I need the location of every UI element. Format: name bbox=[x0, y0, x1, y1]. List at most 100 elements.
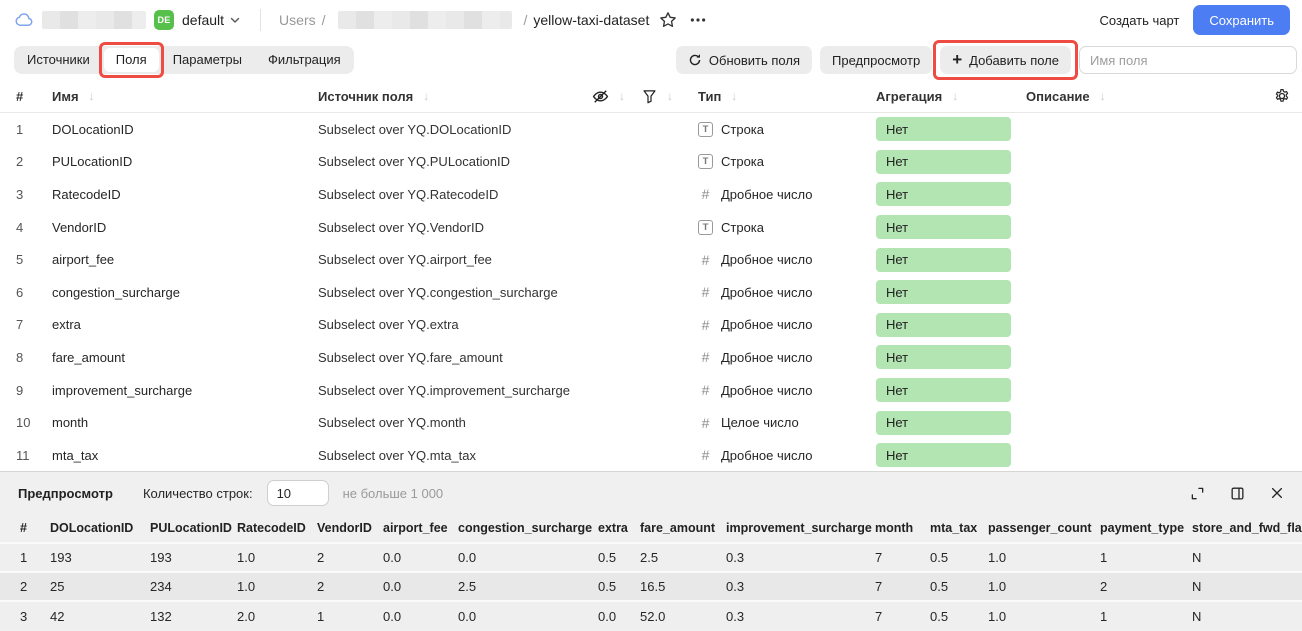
preview-cell: 1.0 bbox=[237, 579, 256, 594]
preview-toggle-button[interactable]: Предпросмотр bbox=[820, 46, 933, 74]
column-header-type[interactable]: Тип ↓ bbox=[698, 88, 738, 104]
field-row[interactable]: 2 PULocationID Subselect over YQ.PULocat… bbox=[0, 146, 1302, 179]
aggregation-pill[interactable]: Нет bbox=[876, 215, 1011, 240]
tab-parameters[interactable]: Параметры bbox=[172, 52, 242, 67]
row-count-input[interactable] bbox=[266, 480, 329, 506]
aggregation-pill[interactable]: Нет bbox=[876, 182, 1011, 207]
field-name-search-input[interactable] bbox=[1079, 46, 1297, 74]
sort-icon: ↓ bbox=[88, 89, 95, 103]
preview-cell: 0.5 bbox=[930, 579, 949, 594]
field-row[interactable]: 3 RatecodeID Subselect over YQ.RatecodeI… bbox=[0, 178, 1302, 211]
preview-cell: 0.0 bbox=[458, 550, 477, 565]
expand-icon[interactable] bbox=[1188, 484, 1207, 503]
string-type-icon: T bbox=[698, 219, 713, 235]
create-chart-button[interactable]: Создать чарт bbox=[1099, 12, 1180, 28]
preview-col-extra: extra bbox=[598, 521, 628, 535]
add-field-button[interactable]: + Добавить поле bbox=[940, 46, 1071, 74]
sort-icon: ↓ bbox=[423, 89, 430, 103]
tab-sources[interactable]: Источники bbox=[27, 52, 90, 67]
preview-cell: 16.5 bbox=[640, 579, 666, 594]
preview-cell: 0.0 bbox=[383, 608, 402, 624]
preview-cell: 0.3 bbox=[726, 579, 745, 594]
table-settings-button[interactable] bbox=[1258, 88, 1302, 104]
aggregation-pill[interactable]: Нет bbox=[876, 443, 1011, 468]
field-name: congestion_surcharge bbox=[52, 284, 180, 300]
field-name: month bbox=[52, 415, 89, 431]
aggregation-pill[interactable]: Нет bbox=[876, 378, 1011, 403]
tab-filtering[interactable]: Фильтрация bbox=[268, 52, 341, 67]
aggregation-pill[interactable]: Нет bbox=[876, 247, 1011, 272]
field-index: 2 bbox=[16, 154, 24, 170]
breadcrumb-separator: / bbox=[523, 12, 528, 28]
column-header-hidden[interactable]: ↓ bbox=[580, 88, 630, 105]
field-row[interactable]: 6 congestion_surcharge Subselect over YQ… bbox=[0, 276, 1302, 309]
aggregation-pill[interactable]: Нет bbox=[876, 345, 1011, 370]
preview-cell: 2 bbox=[317, 579, 325, 594]
divider bbox=[260, 9, 262, 31]
refresh-fields-button[interactable]: Обновить поля bbox=[675, 46, 813, 74]
breadcrumb-root[interactable]: Users bbox=[279, 12, 316, 28]
close-icon[interactable] bbox=[1268, 484, 1286, 502]
breadcrumb: Users / / yellow-taxi-dataset bbox=[279, 11, 649, 29]
field-type: # Дробное число bbox=[686, 186, 864, 202]
preview-col-passenger_count: passenger_count bbox=[988, 521, 1092, 535]
preview-cell: 0.0 bbox=[598, 608, 617, 624]
preview-cell: N bbox=[1192, 579, 1202, 594]
field-index: 4 bbox=[16, 219, 24, 235]
number-type-icon: # bbox=[701, 251, 710, 268]
preview-cell: 42 bbox=[50, 608, 65, 624]
preview-col-mta_tax: mta_tax bbox=[930, 521, 978, 535]
field-type: # Дробное число bbox=[686, 349, 864, 365]
field-name: mta_tax bbox=[52, 447, 99, 463]
preview-title: Предпросмотр bbox=[18, 485, 113, 501]
preview-cell: 1.0 bbox=[988, 579, 1007, 594]
field-source: Subselect over YQ.congestion_surcharge bbox=[318, 284, 558, 300]
field-row[interactable]: 4 VendorID Subselect over YQ.VendorID T … bbox=[0, 211, 1302, 244]
tenant-name: default bbox=[182, 12, 225, 28]
field-row[interactable]: 11 mta_tax Subselect over YQ.mta_tax # Д… bbox=[0, 439, 1302, 471]
field-name: PULocationID bbox=[52, 154, 133, 170]
aggregation-pill[interactable]: Нет bbox=[876, 410, 1011, 435]
fields-table-body: 1 DOLocationID Subselect over YQ.DOLocat… bbox=[0, 113, 1302, 471]
fields-table-header: # Имя ↓ Источник поля ↓ ↓ ↓ Тип ↓ Агре bbox=[0, 80, 1302, 113]
field-source: Subselect over YQ.fare_amount bbox=[318, 349, 503, 365]
column-header-name[interactable]: Имя ↓ bbox=[52, 88, 95, 104]
field-row[interactable]: 9 improvement_surcharge Subselect over Y… bbox=[0, 374, 1302, 407]
preview-cell: 1.0 bbox=[988, 608, 1007, 624]
column-header-source[interactable]: Источник поля ↓ bbox=[318, 88, 430, 104]
more-actions-icon[interactable] bbox=[687, 9, 709, 31]
field-row[interactable]: 1 DOLocationID Subselect over YQ.DOLocat… bbox=[0, 113, 1302, 146]
number-type-icon: # bbox=[701, 382, 710, 399]
preview-table-header: # DOLocationID PULocationID RatecodeID Vendo… bbox=[0, 514, 1302, 543]
split-view-icon[interactable] bbox=[1228, 484, 1247, 503]
field-source: Subselect over YQ.DOLocationID bbox=[318, 121, 512, 137]
column-header-aggregation[interactable]: Агрегация ↓ bbox=[876, 88, 959, 104]
aggregation-pill[interactable]: Нет bbox=[876, 312, 1011, 337]
aggregation-pill[interactable]: Нет bbox=[876, 280, 1011, 305]
field-row[interactable]: 5 airport_fee Subselect over YQ.airport_… bbox=[0, 243, 1302, 276]
aggregation-pill[interactable]: Нет bbox=[876, 117, 1011, 142]
refresh-icon bbox=[688, 53, 702, 67]
preview-cell: N bbox=[1192, 608, 1202, 624]
preview-col-airport_fee: airport_fee bbox=[383, 521, 448, 535]
tenant-switcher[interactable]: default bbox=[182, 12, 242, 28]
preview-col-improvement_surcharge: improvement_surcharge bbox=[726, 521, 872, 535]
preview-cell: 2.5 bbox=[458, 579, 477, 594]
field-row[interactable]: 10 month Subselect over YQ.month # Целое… bbox=[0, 406, 1302, 439]
tab-fields[interactable]: Поля bbox=[98, 42, 164, 78]
column-header-description[interactable]: Описание ↓ bbox=[1026, 88, 1106, 104]
field-type: # Дробное число bbox=[686, 382, 864, 398]
favorite-star-icon[interactable] bbox=[657, 9, 679, 31]
field-row[interactable]: 7 extra Subselect over YQ.extra # Дробно… bbox=[0, 309, 1302, 342]
preview-cell: 0.0 bbox=[383, 579, 402, 594]
field-row[interactable]: 8 fare_amount Subselect over YQ.fare_amo… bbox=[0, 341, 1302, 374]
column-header-filter[interactable]: ↓ bbox=[630, 89, 686, 104]
field-type: # Дробное число bbox=[686, 284, 864, 300]
aggregation-pill[interactable]: Нет bbox=[876, 149, 1011, 174]
field-index: 6 bbox=[16, 284, 24, 300]
save-button[interactable]: Сохранить bbox=[1193, 5, 1290, 35]
row-count-label: Количество строк: bbox=[142, 485, 253, 501]
field-index: 9 bbox=[16, 382, 24, 398]
preview-cell: 3 bbox=[20, 608, 28, 624]
